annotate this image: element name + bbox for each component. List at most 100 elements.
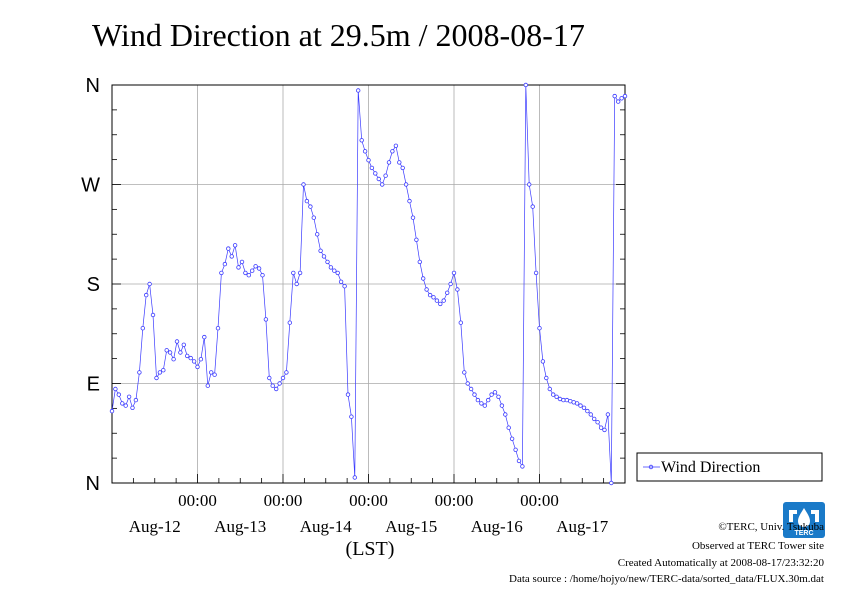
data-point — [527, 182, 532, 187]
data-point — [294, 281, 299, 287]
x-date-label: Aug-14 — [300, 517, 352, 536]
data-point — [256, 266, 262, 271]
data-point — [414, 237, 419, 242]
data-point — [352, 475, 357, 480]
data-point — [249, 268, 255, 273]
data-point — [581, 405, 587, 410]
data-point — [109, 408, 115, 414]
data-point — [551, 392, 556, 397]
data-point — [602, 427, 607, 433]
data-point — [342, 284, 347, 289]
data-point — [267, 375, 272, 381]
data-point — [226, 246, 231, 251]
data-point — [605, 412, 611, 417]
logo-text: TERC — [794, 530, 813, 537]
data-point — [588, 412, 593, 417]
data-point — [516, 458, 522, 464]
data-point — [407, 198, 412, 204]
data-point — [574, 401, 580, 406]
data-point — [219, 270, 224, 276]
data-point — [232, 243, 238, 248]
data-point — [475, 397, 481, 403]
footer-source: Data source : /home/hojyo/new/TERC-data/… — [509, 573, 824, 585]
data-point — [383, 173, 388, 178]
legend-label: Wind Direction — [661, 459, 760, 476]
data-point — [291, 270, 296, 276]
data-point — [205, 383, 210, 388]
data-point — [448, 281, 453, 287]
data-point — [451, 270, 457, 276]
data-point — [332, 268, 337, 273]
data-point — [489, 392, 494, 397]
data-point — [458, 320, 463, 325]
data-point — [612, 93, 617, 99]
data-point — [349, 414, 354, 419]
footer-copyright: ©TERC, Univ. Tsukuba — [718, 521, 824, 533]
y-tick-label: W — [81, 175, 100, 197]
data-point — [523, 82, 528, 88]
data-point — [509, 436, 515, 441]
y-tick-label: S — [87, 274, 100, 296]
data-point — [622, 93, 628, 99]
x-date-label: Aug-15 — [385, 517, 437, 536]
data-point — [143, 292, 149, 298]
data-point — [479, 401, 484, 406]
data-point — [126, 394, 132, 399]
y-tick-label: E — [87, 374, 100, 396]
y-axis-ticks: N E S W N — [81, 75, 625, 495]
data-point — [609, 480, 614, 486]
data-point — [445, 290, 450, 295]
data-point — [263, 317, 269, 322]
data-point — [503, 412, 508, 417]
x-axis-label: (LST) — [346, 538, 395, 560]
data-point — [212, 372, 217, 377]
data-point — [215, 326, 221, 331]
data-point — [311, 215, 316, 220]
data-point — [195, 364, 200, 370]
data-point — [506, 425, 511, 430]
data-point — [188, 355, 193, 361]
data-point — [297, 270, 303, 276]
data-point — [243, 270, 248, 276]
data-point — [270, 383, 275, 388]
data-point — [184, 353, 190, 359]
data-point — [113, 386, 118, 392]
data-point — [492, 390, 498, 395]
data-point — [561, 397, 566, 403]
data-point — [284, 370, 289, 375]
data-point — [486, 397, 491, 403]
data-point — [362, 149, 368, 154]
data-point — [274, 386, 279, 392]
data-point — [434, 298, 440, 303]
data-point — [116, 392, 121, 397]
data-point — [198, 357, 204, 362]
data-point — [616, 99, 621, 104]
data-point — [287, 320, 292, 325]
data-point — [417, 259, 422, 265]
data-point — [191, 359, 197, 364]
data-point — [400, 165, 405, 171]
data-point — [140, 326, 145, 331]
data-point — [318, 248, 323, 253]
x-date-label: Aug-17 — [556, 517, 608, 536]
x-date-label: Aug-16 — [471, 517, 523, 536]
data-point — [390, 149, 395, 154]
data-point — [578, 403, 583, 408]
data-point — [619, 96, 624, 101]
data-point — [202, 334, 207, 340]
data-point — [321, 254, 327, 259]
data-point — [592, 416, 597, 422]
data-point — [147, 281, 152, 287]
data-point — [520, 464, 525, 469]
chart-title: Wind Direction at 29.5m / 2008-08-17 — [92, 17, 585, 53]
footer-created: Created Automatically at 2008-08-17/23:3… — [617, 557, 824, 569]
data-point — [236, 265, 241, 270]
data-point — [397, 160, 402, 165]
data-point — [208, 370, 214, 375]
data-point — [137, 370, 142, 375]
data-point — [380, 182, 385, 187]
data-point — [530, 204, 535, 209]
data-point — [472, 392, 477, 397]
data-point — [222, 261, 228, 267]
data-point — [167, 350, 173, 355]
